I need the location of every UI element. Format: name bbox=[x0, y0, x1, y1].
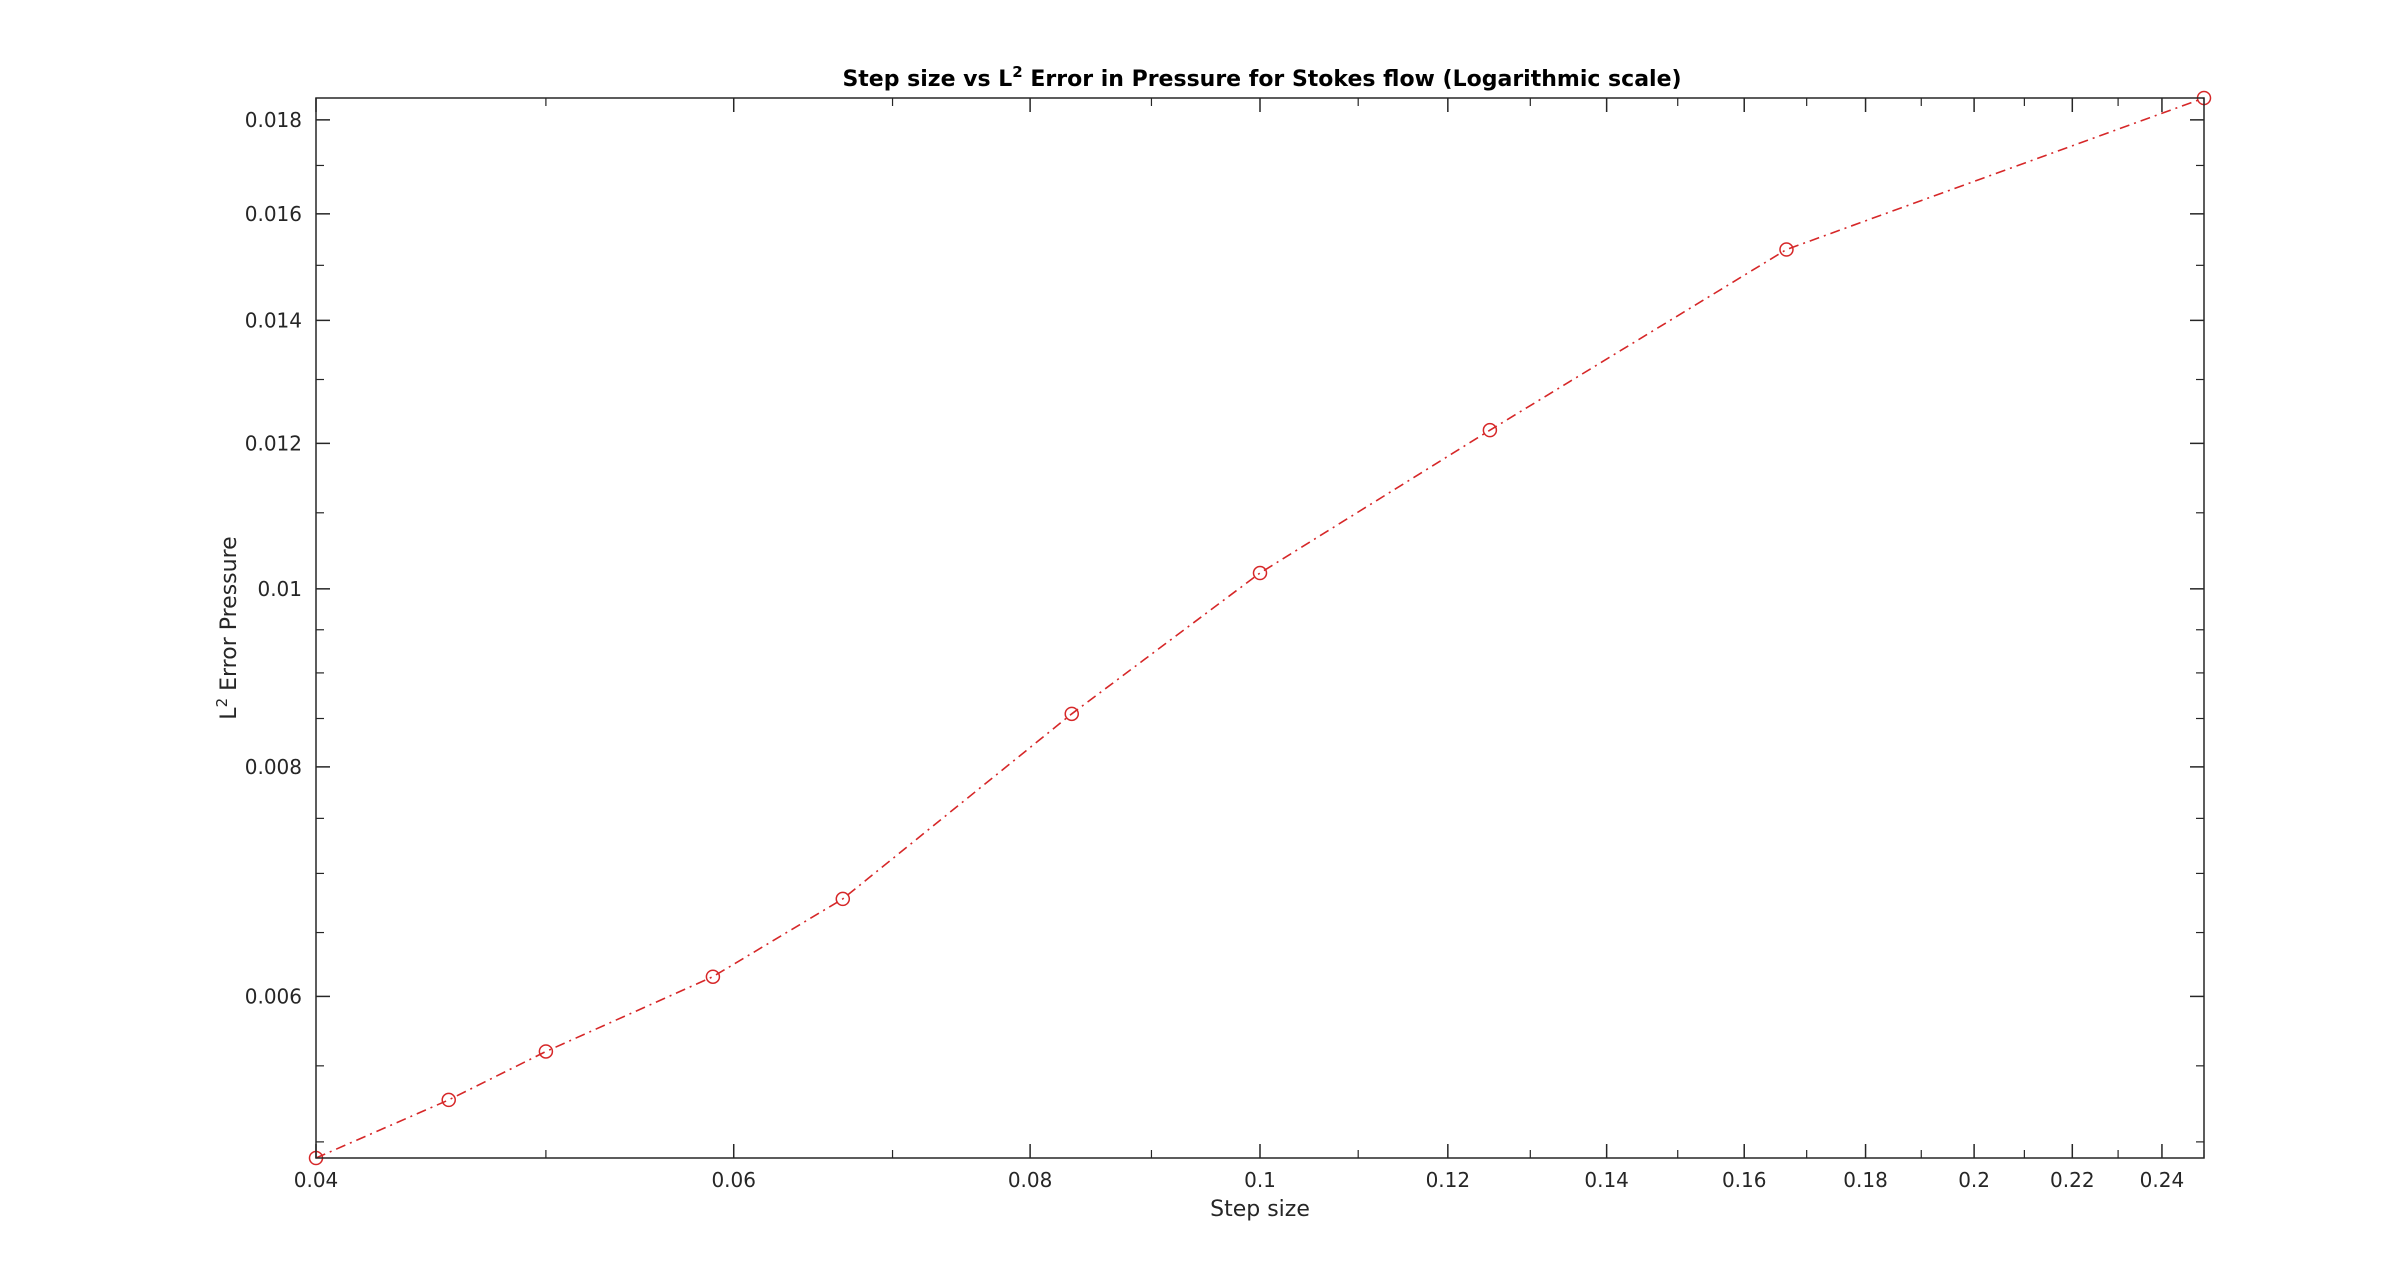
y-tick-label: 0.006 bbox=[245, 984, 302, 1008]
y-axis-label-superscript: 2 bbox=[213, 698, 231, 708]
ticks-layer bbox=[315, 98, 2205, 1158]
data-point-marker bbox=[835, 891, 851, 907]
y-tick-label: 0.008 bbox=[245, 755, 302, 779]
x-tick-label: 0.24 bbox=[2140, 1168, 2185, 1192]
y-tick-label: 0.018 bbox=[245, 108, 302, 132]
y-tick-label: 0.014 bbox=[245, 308, 302, 332]
x-tick-label: 0.18 bbox=[1843, 1168, 1888, 1192]
chart-title-suffix: Error in Pressure for Stokes flow (Logar… bbox=[1023, 67, 1682, 92]
x-tick-label: 0.12 bbox=[1426, 1168, 1471, 1192]
x-tick-label: 0.14 bbox=[1584, 1168, 1629, 1192]
series-layer bbox=[308, 90, 2212, 1166]
chart-title-superscript: 2 bbox=[1012, 63, 1022, 81]
x-tick-label: 0.22 bbox=[2050, 1168, 2095, 1192]
x-axis-label: Step size bbox=[1210, 1197, 1310, 1222]
data-point-marker bbox=[1064, 706, 1080, 722]
data-point-marker bbox=[1779, 242, 1794, 257]
x-tick-label: 0.16 bbox=[1722, 1168, 1767, 1192]
data-point-marker bbox=[1252, 565, 1268, 581]
x-tick-label: 0.04 bbox=[294, 1168, 339, 1192]
chart-title: Step size vs L2 Error in Pressure for St… bbox=[842, 63, 1681, 92]
x-tick-label: 0.1 bbox=[1244, 1168, 1276, 1192]
tick-labels-layer: 0.04 0.06 0.08 0.1 0.12 0.14 0.16 0.18 0.2 0.22 0.… bbox=[245, 108, 2184, 1192]
data-point-marker bbox=[538, 1044, 554, 1059]
plot-area bbox=[316, 98, 2204, 1158]
y-axis-label-suffix: Error Pressure bbox=[217, 536, 242, 698]
y-axis-label-prefix: L bbox=[217, 707, 242, 720]
x-tick-label: 0.2 bbox=[1958, 1168, 1990, 1192]
data-point-marker bbox=[441, 1092, 456, 1108]
x-tick-label: 0.08 bbox=[1008, 1168, 1053, 1192]
y-tick-label: 0.012 bbox=[245, 431, 302, 455]
axes-box bbox=[315, 97, 2205, 1159]
y-axis-label: L2 Error Pressure bbox=[213, 536, 242, 719]
y-tick-label: 0.016 bbox=[245, 202, 302, 226]
series-line bbox=[315, 97, 2205, 1159]
data-point-marker bbox=[1482, 422, 1498, 438]
chart-title-prefix: Step size vs L bbox=[842, 67, 1012, 92]
x-tick-label: 0.06 bbox=[711, 1168, 756, 1192]
y-tick-label: 0.01 bbox=[257, 577, 302, 601]
data-point-marker bbox=[705, 969, 721, 984]
